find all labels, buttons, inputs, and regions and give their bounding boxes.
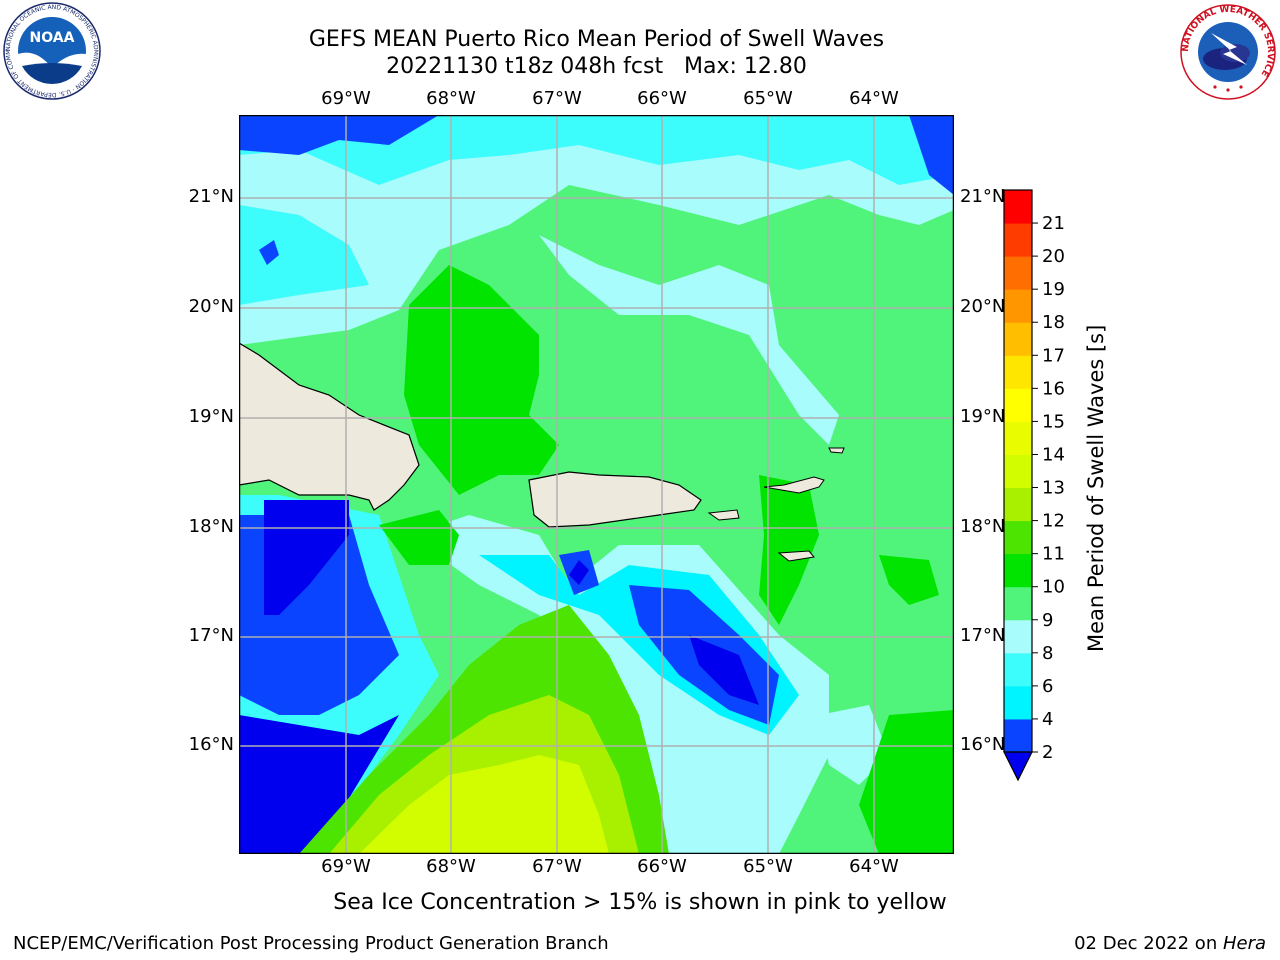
st-croix xyxy=(777,550,815,562)
colorbar-band xyxy=(1004,586,1032,621)
lon-tick-bottom: 68°W xyxy=(426,856,476,877)
colorbar-level-label: 16 xyxy=(1042,378,1065,399)
colorbar: 2 4 6 8 9 10 11 12 13 14 15 16 17 18 19 20 21 xyxy=(1003,189,1065,782)
footer-date-text: 02 Dec 2022 on xyxy=(1074,933,1223,954)
colorbar-band xyxy=(1004,685,1032,720)
lat-tick-left: 18°N xyxy=(188,516,234,537)
colorbar-band xyxy=(1004,223,1032,257)
lon-tick-bottom: 69°W xyxy=(321,856,371,877)
colorbar-level-label: 12 xyxy=(1042,511,1065,532)
colorbar-level-label: 9 xyxy=(1042,610,1053,631)
nws-logo: NATIONAL WEATHER SERVICE xyxy=(1180,4,1276,100)
noaa-logo-text: NOAA xyxy=(30,30,75,46)
colorbar-outline xyxy=(1003,189,1033,753)
colorbar-band xyxy=(1004,289,1032,323)
map-subtitle: 20221130 t18z 048h fcst Max: 12.80 xyxy=(386,54,807,79)
colorbar-level-label: 15 xyxy=(1042,411,1065,432)
swell-period-map xyxy=(239,115,954,854)
lat-tick-right: 18°N xyxy=(960,516,1006,537)
hispaniola xyxy=(239,342,420,511)
lon-tick-top: 66°W xyxy=(637,88,687,109)
colorbar-level-label: 13 xyxy=(1042,478,1065,499)
lon-tick-bottom: 67°W xyxy=(532,856,582,877)
colorbar-band xyxy=(1004,256,1032,290)
lat-tick-left: 21°N xyxy=(188,186,234,207)
colorbar-level-label: 14 xyxy=(1042,444,1065,465)
colorbar-band xyxy=(1004,190,1032,224)
footer-host: Hera xyxy=(1222,933,1266,954)
colorbar-labels: 2 4 6 8 9 10 11 12 13 14 15 16 17 18 19 20 21 xyxy=(1032,213,1065,763)
lat-tick-right: 19°N xyxy=(960,406,1006,427)
colorbar-level-label: 20 xyxy=(1042,246,1065,267)
lon-tick-top: 64°W xyxy=(849,88,899,109)
colorbar-band xyxy=(1004,619,1032,654)
colorbar-band xyxy=(1004,322,1032,356)
lon-tick-bottom: 65°W xyxy=(743,856,793,877)
lat-tick-right: 21°N xyxy=(960,186,1006,207)
footer-date: 02 Dec 2022 on Hera xyxy=(1074,933,1266,954)
anegada xyxy=(828,447,845,454)
lon-tick-top: 67°W xyxy=(532,88,582,109)
colorbar-level-label: 19 xyxy=(1042,279,1065,300)
noaa-logo: NATIONAL OCEANIC AND ATMOSPHERIC ADMINIS… xyxy=(2,2,101,100)
lat-tick-left: 20°N xyxy=(188,296,234,317)
lon-tick-top: 65°W xyxy=(743,88,793,109)
colorbar-band xyxy=(1004,421,1032,455)
colorbar-level-label: 4 xyxy=(1042,709,1053,730)
lat-tick-left: 19°N xyxy=(188,406,234,427)
lon-tick-top: 69°W xyxy=(321,88,371,109)
colorbar-level-label: 11 xyxy=(1042,544,1065,565)
colorbar-level-label: 17 xyxy=(1042,345,1065,366)
lat-tick-right: 20°N xyxy=(960,296,1006,317)
colorbar-band xyxy=(1004,718,1032,753)
lon-tick-bottom: 64°W xyxy=(849,856,899,877)
colorbar-level-label: 2 xyxy=(1042,742,1053,763)
colorbar-level-label: 8 xyxy=(1042,643,1053,664)
lat-tick-left: 16°N xyxy=(188,734,234,755)
colorbar-level-label: 18 xyxy=(1042,312,1065,333)
lat-tick-right: 17°N xyxy=(960,625,1006,646)
colorbar-band xyxy=(1004,553,1032,588)
lat-tick-right: 16°N xyxy=(960,734,1006,755)
gridlines xyxy=(239,115,954,854)
colorbar-band xyxy=(1004,388,1032,422)
land-masses xyxy=(239,342,845,562)
colorbar-band xyxy=(1004,454,1032,489)
colorbar-level-label: 10 xyxy=(1042,577,1065,598)
colorbar-band xyxy=(1004,355,1032,389)
virgin-islands xyxy=(763,476,825,494)
sea-ice-caption: Sea Ice Concentration > 15% is shown in … xyxy=(333,890,947,915)
colorbar-band xyxy=(1004,520,1032,555)
lon-tick-bottom: 66°W xyxy=(637,856,687,877)
vieques xyxy=(707,509,740,521)
colorbar-under-triangle xyxy=(1003,751,1033,782)
colorbar-swatches xyxy=(1003,189,1033,782)
colorbar-level-label: 6 xyxy=(1042,676,1053,697)
colorbar-label: Mean Period of Swell Waves [s] xyxy=(1084,324,1108,652)
lon-tick-top: 68°W xyxy=(426,88,476,109)
map-title: GEFS MEAN Puerto Rico Mean Period of Swe… xyxy=(308,27,885,52)
colorbar-band xyxy=(1004,652,1032,687)
lat-tick-left: 17°N xyxy=(188,625,234,646)
colorbar-level-label: 21 xyxy=(1042,213,1065,234)
footer-credit: NCEP/EMC/Verification Post Processing Pr… xyxy=(13,933,609,954)
puerto-rico xyxy=(528,471,702,528)
colorbar-band xyxy=(1004,487,1032,522)
map-frame xyxy=(239,115,954,854)
